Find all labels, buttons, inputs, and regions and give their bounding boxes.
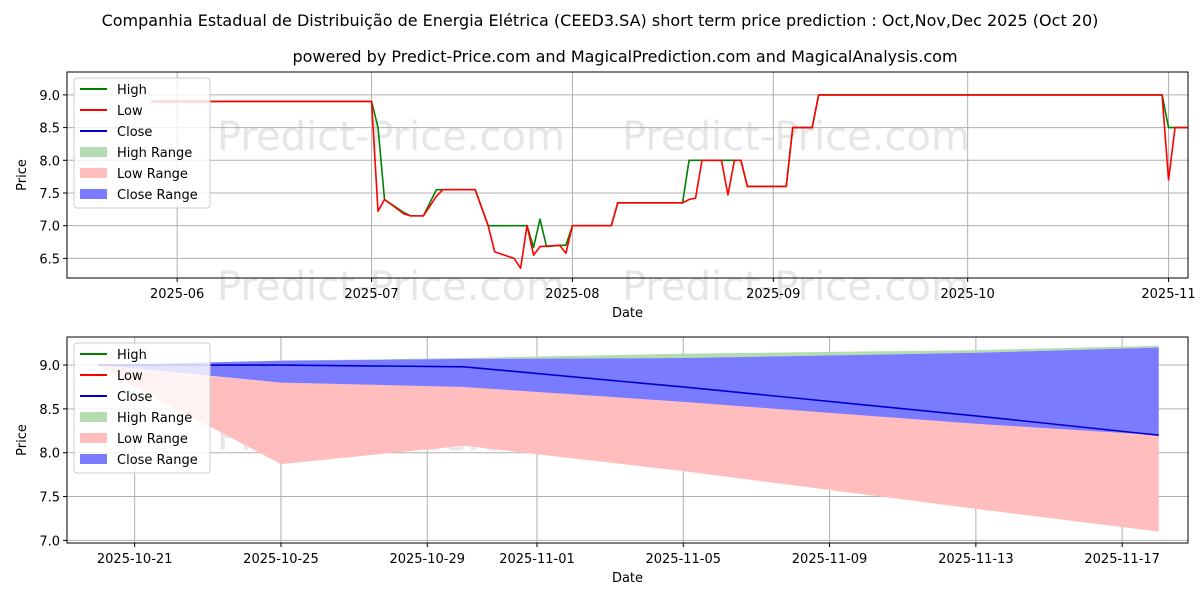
- x-tick-label: 2025-11-09: [792, 552, 868, 567]
- legend-swatch: [80, 168, 107, 178]
- legend-label: High Range: [117, 146, 192, 161]
- legend-box: [73, 342, 211, 474]
- bottom-panel: Predict-Price.comPredict-Price.com2025-1…: [15, 336, 1189, 586]
- x-tick-label: 2025-10: [941, 287, 995, 302]
- x-tick-label: 2025-11-13: [938, 552, 1014, 567]
- y-tick-label: 8.0: [39, 447, 60, 462]
- x-tick-label: 2025-09: [746, 287, 800, 302]
- legend-swatch: [80, 454, 107, 464]
- x-tick-label: 2025-11-17: [1084, 552, 1160, 567]
- legend-label: Low Range: [117, 432, 188, 447]
- plot-area: [98, 345, 1159, 532]
- legend-box: [73, 77, 211, 209]
- legend-swatch: [80, 412, 107, 422]
- watermark: Predict-Price.com: [217, 114, 565, 160]
- x-tick-label: 2025-11-01: [499, 552, 575, 567]
- y-tick-label: 8.0: [39, 154, 60, 169]
- legend-label: Low: [117, 104, 143, 119]
- watermark: Predict-Price.com: [217, 264, 565, 310]
- legend-swatch: [80, 433, 107, 443]
- plot-frame: [66, 71, 1189, 279]
- legend-label: Low: [117, 369, 143, 384]
- y-tick-label: 7.0: [39, 220, 60, 235]
- y-tick-label: 9.0: [39, 359, 60, 374]
- x-tick-label: 2025-11-05: [645, 552, 721, 567]
- x-axis-label: Date: [612, 306, 643, 321]
- x-tick-label: 2025-10-25: [243, 552, 319, 567]
- x-tick-label: 2025-10-29: [389, 552, 465, 567]
- low-line: [151, 94, 1188, 269]
- chart-title: Companhia Estadual de Distribuição de En…: [102, 11, 1099, 30]
- y-axis-label: Price: [15, 159, 30, 191]
- watermark: Predict-Price.com: [622, 264, 970, 310]
- y-tick-label: 8.5: [39, 403, 60, 418]
- watermark: Predict-Price.com: [622, 114, 970, 160]
- y-tick-label: 7.5: [39, 491, 60, 506]
- legend-label: Close: [117, 390, 152, 405]
- top-panel: Predict-Price.com Predict-Price.com Predic…: [15, 71, 1196, 321]
- legend-swatch: [80, 189, 107, 199]
- y-tick-label: 8.5: [39, 122, 60, 137]
- y-tick-label: 7.5: [39, 187, 60, 202]
- y-axis-label: Price: [15, 424, 30, 456]
- x-tick-label: 2025-07: [344, 287, 398, 302]
- y-tick-label: 9.0: [39, 89, 60, 104]
- chart-subtitle: powered by Predict-Price.com and Magical…: [292, 47, 957, 66]
- x-tick-label: 2025-10-21: [97, 552, 173, 567]
- y-tick-label: 6.5: [39, 252, 60, 267]
- x-axis-label: Date: [612, 571, 643, 586]
- low-range-band: [98, 365, 1159, 532]
- legend-label: Low Range: [117, 167, 188, 182]
- high-range-band: [98, 345, 1159, 366]
- y-tick-label: 7.0: [39, 534, 60, 549]
- x-tick-label: 2025-08: [545, 287, 599, 302]
- plot-area: [151, 94, 1188, 269]
- x-tick-label: 2025-06: [150, 287, 204, 302]
- legend-label: Close Range: [117, 188, 198, 203]
- plot-frame: [66, 336, 1189, 544]
- x-tick-label: 2025-11: [1141, 287, 1195, 302]
- close-range-band: [98, 347, 1159, 436]
- legend-label: High Range: [117, 411, 192, 426]
- legend-label: Close Range: [117, 453, 198, 468]
- legend-swatch: [80, 147, 107, 157]
- legend-label: Close: [117, 125, 152, 140]
- legend-label: High: [117, 348, 147, 363]
- legend-label: High: [117, 83, 147, 98]
